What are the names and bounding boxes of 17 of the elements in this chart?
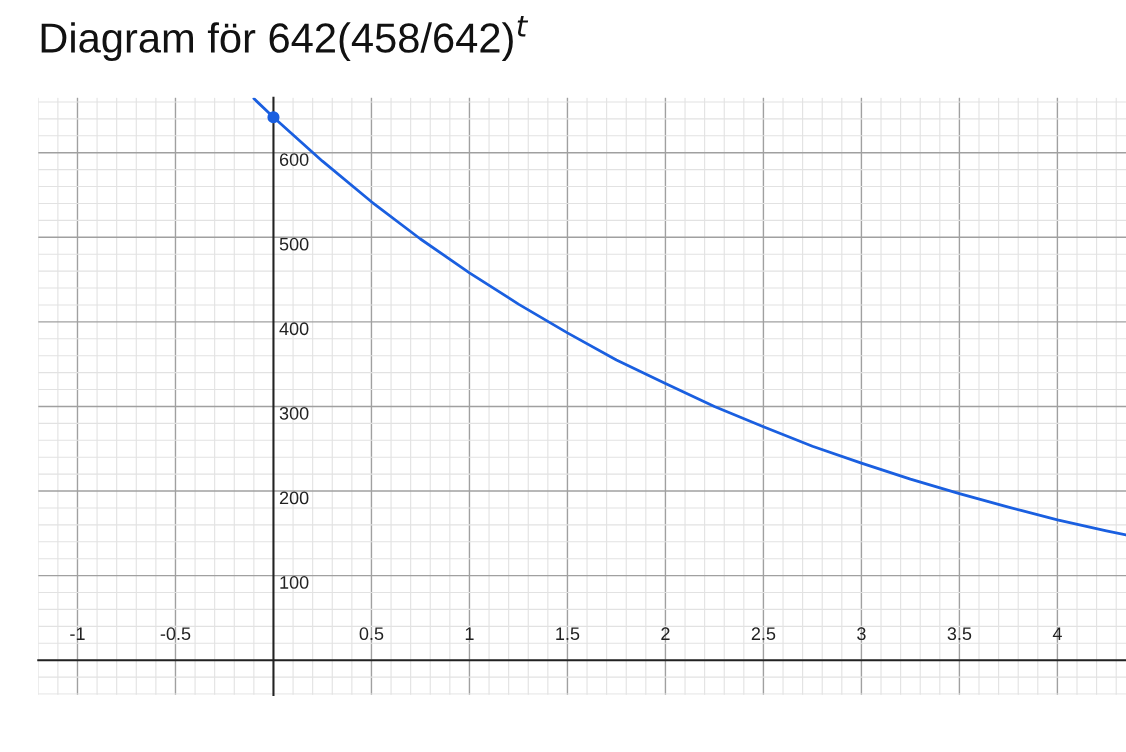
x-tick-label: 3.5 [947, 627, 972, 641]
y-tick-label: 600 [279, 153, 309, 166]
x-tick-label: 3 [857, 627, 866, 641]
x-tick-label: 2.5 [751, 627, 776, 641]
x-tick-label: 0.5 [359, 627, 384, 641]
x-tick-label: 2 [661, 627, 670, 640]
x-tick-label: 4 [1052, 627, 1062, 640]
y-tick-label: 100 [280, 576, 309, 589]
y-tick-label: 300 [279, 406, 309, 420]
x-tick-label: 1 [465, 627, 474, 640]
x-tick-label: -0.5 [160, 627, 191, 641]
y-tick-label: 200 [279, 491, 309, 505]
y-tick-label: 400 [279, 322, 309, 336]
chart-title: Diagram för 642(458/642)$^{t}$ [41, 15, 529, 62]
y-tick-label: 500 [279, 237, 309, 251]
x-tick-label: 1.5 [556, 627, 580, 641]
x-tick-label: -1 [70, 627, 85, 640]
